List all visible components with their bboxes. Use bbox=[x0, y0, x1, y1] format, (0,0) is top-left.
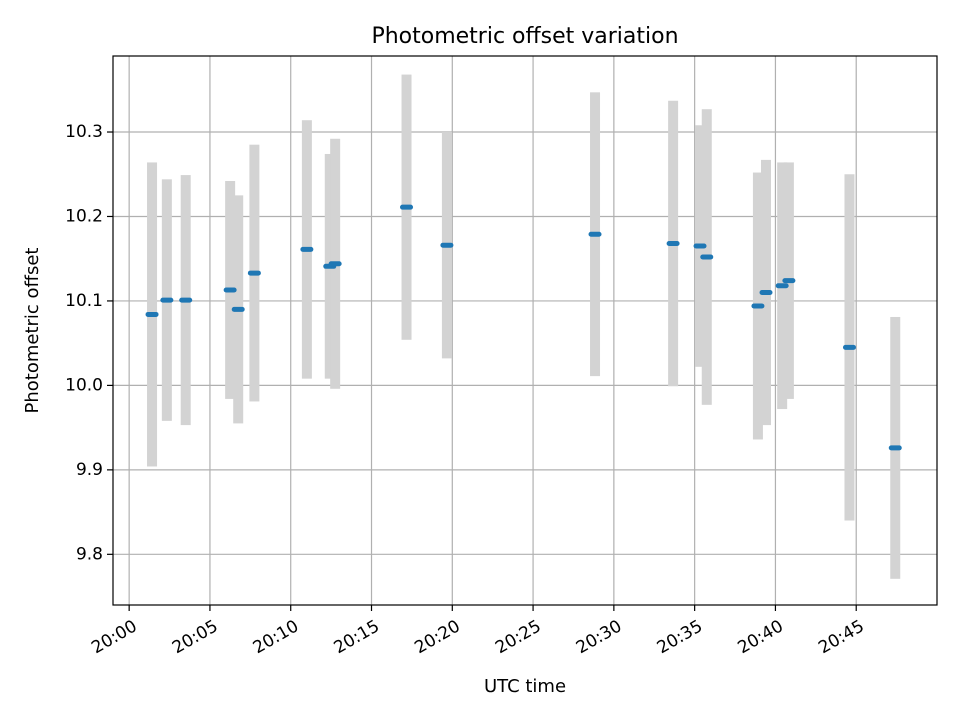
y-tick-label: 10.3 bbox=[65, 122, 103, 142]
chart-title: Photometric offset variation bbox=[371, 24, 678, 49]
x-tick-label: 20:00 bbox=[88, 616, 140, 658]
x-axis-label: UTC time bbox=[484, 676, 566, 697]
y-axis-label: Photometric offset bbox=[22, 248, 43, 414]
x-tick-label: 20:25 bbox=[492, 616, 544, 658]
x-tick-label: 20:30 bbox=[573, 616, 625, 658]
x-tick-label: 20:40 bbox=[734, 616, 786, 658]
x-tick-label: 20:05 bbox=[169, 616, 221, 658]
y-tick-label: 10.1 bbox=[65, 291, 103, 311]
x-tick-label: 20:35 bbox=[654, 616, 706, 658]
x-tick-label: 20:10 bbox=[250, 616, 302, 658]
x-tick-label: 20:15 bbox=[331, 616, 383, 658]
y-tick-label: 9.9 bbox=[76, 460, 103, 480]
point-layer bbox=[145, 204, 902, 451]
y-tick-label: 10.2 bbox=[65, 206, 103, 226]
errorbar-layer bbox=[147, 74, 901, 579]
y-tick-label: 9.8 bbox=[76, 544, 103, 564]
x-tick-label: 20:45 bbox=[815, 616, 867, 658]
plot-frame bbox=[112, 55, 938, 606]
x-tick-label: 20:20 bbox=[411, 616, 463, 658]
y-tick-label: 10.0 bbox=[65, 375, 103, 395]
grid-layer bbox=[113, 56, 937, 605]
